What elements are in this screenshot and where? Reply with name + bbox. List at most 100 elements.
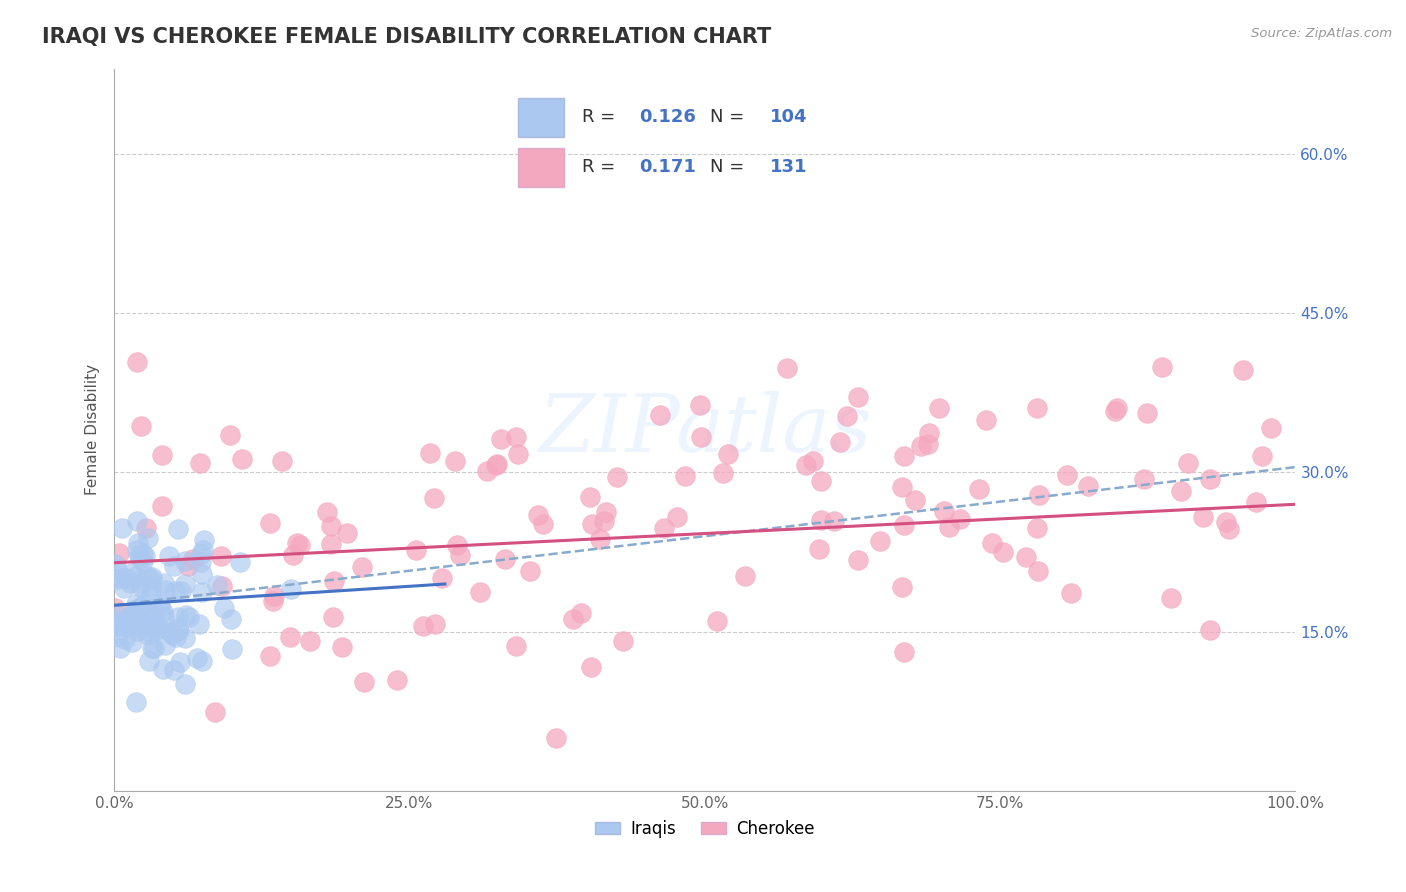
Point: [412, 619, 434, 633]
Point: [107, 614, 129, 628]
Point: [129, 581, 152, 595]
Point: [108, 619, 131, 633]
Point: [139, 579, 162, 593]
Point: [654, 521, 676, 535]
Point: [422, 491, 444, 505]
Point: [142, 640, 165, 655]
Point: [132, 547, 155, 561]
Point: [1026, 521, 1049, 535]
Point: [280, 582, 302, 596]
Point: [218, 427, 240, 442]
Point: [322, 609, 344, 624]
Point: [1170, 483, 1192, 498]
Point: [105, 629, 128, 643]
Point: [713, 466, 735, 480]
Point: [138, 654, 160, 668]
Point: [828, 435, 851, 450]
Point: [128, 548, 150, 562]
Point: [893, 517, 915, 532]
Point: [1133, 472, 1156, 486]
Point: [142, 607, 165, 621]
Point: [917, 437, 939, 451]
Point: [1026, 564, 1049, 578]
Point: [981, 536, 1004, 550]
Point: [150, 448, 173, 462]
Point: [544, 731, 567, 745]
Point: [138, 531, 160, 545]
Point: [229, 555, 252, 569]
Point: [209, 549, 232, 564]
Point: [121, 566, 143, 580]
Point: [508, 447, 530, 461]
Point: [446, 538, 468, 552]
Point: [974, 413, 997, 427]
Point: [117, 615, 139, 630]
Point: [1028, 488, 1050, 502]
Point: [1056, 467, 1078, 482]
Point: [177, 610, 200, 624]
Point: [717, 447, 740, 461]
Text: Source: ZipAtlas.com: Source: ZipAtlas.com: [1251, 27, 1392, 40]
Point: [149, 600, 172, 615]
Point: [153, 638, 176, 652]
Point: [595, 504, 617, 518]
Point: [163, 663, 186, 677]
Point: [152, 605, 174, 619]
Point: [1177, 456, 1199, 470]
Point: [419, 446, 441, 460]
Point: [1136, 406, 1159, 420]
Point: [129, 418, 152, 433]
Point: [579, 660, 602, 674]
Point: [967, 482, 990, 496]
Point: [190, 555, 212, 569]
Point: [148, 618, 170, 632]
Point: [141, 610, 163, 624]
Point: [322, 574, 344, 589]
Point: [612, 634, 634, 648]
Point: [127, 610, 149, 624]
Point: [153, 576, 176, 591]
Point: [734, 568, 756, 582]
Point: [846, 390, 869, 404]
Point: [129, 551, 152, 566]
Point: [835, 409, 858, 424]
Point: [281, 548, 304, 562]
Point: [890, 480, 912, 494]
Point: [917, 426, 939, 441]
Point: [470, 585, 492, 599]
Point: [114, 632, 136, 646]
Point: [141, 572, 163, 586]
Point: [127, 535, 149, 549]
Point: [122, 610, 145, 624]
Point: [505, 430, 527, 444]
Point: [231, 451, 253, 466]
Point: [120, 608, 142, 623]
Point: [689, 398, 711, 412]
Point: [1218, 522, 1240, 536]
Legend: Iraqis, Cherokee: Iraqis, Cherokee: [589, 813, 821, 845]
Point: [1215, 515, 1237, 529]
Point: [1232, 363, 1254, 377]
Point: [159, 549, 181, 563]
Point: [127, 355, 149, 369]
Point: [174, 577, 197, 591]
Point: [350, 559, 373, 574]
Point: [212, 601, 235, 615]
Point: [405, 542, 427, 557]
Point: [131, 615, 153, 630]
Point: [1260, 420, 1282, 434]
Point: [165, 630, 187, 644]
Point: [1026, 401, 1049, 416]
Point: [105, 572, 128, 586]
Point: [122, 606, 145, 620]
Point: [204, 705, 226, 719]
Point: [319, 536, 342, 550]
Point: [174, 554, 197, 568]
Point: [221, 642, 243, 657]
Point: [336, 525, 359, 540]
Point: [801, 454, 824, 468]
Point: [118, 576, 141, 591]
Point: [134, 521, 156, 535]
Point: [285, 535, 308, 549]
Point: [141, 641, 163, 656]
